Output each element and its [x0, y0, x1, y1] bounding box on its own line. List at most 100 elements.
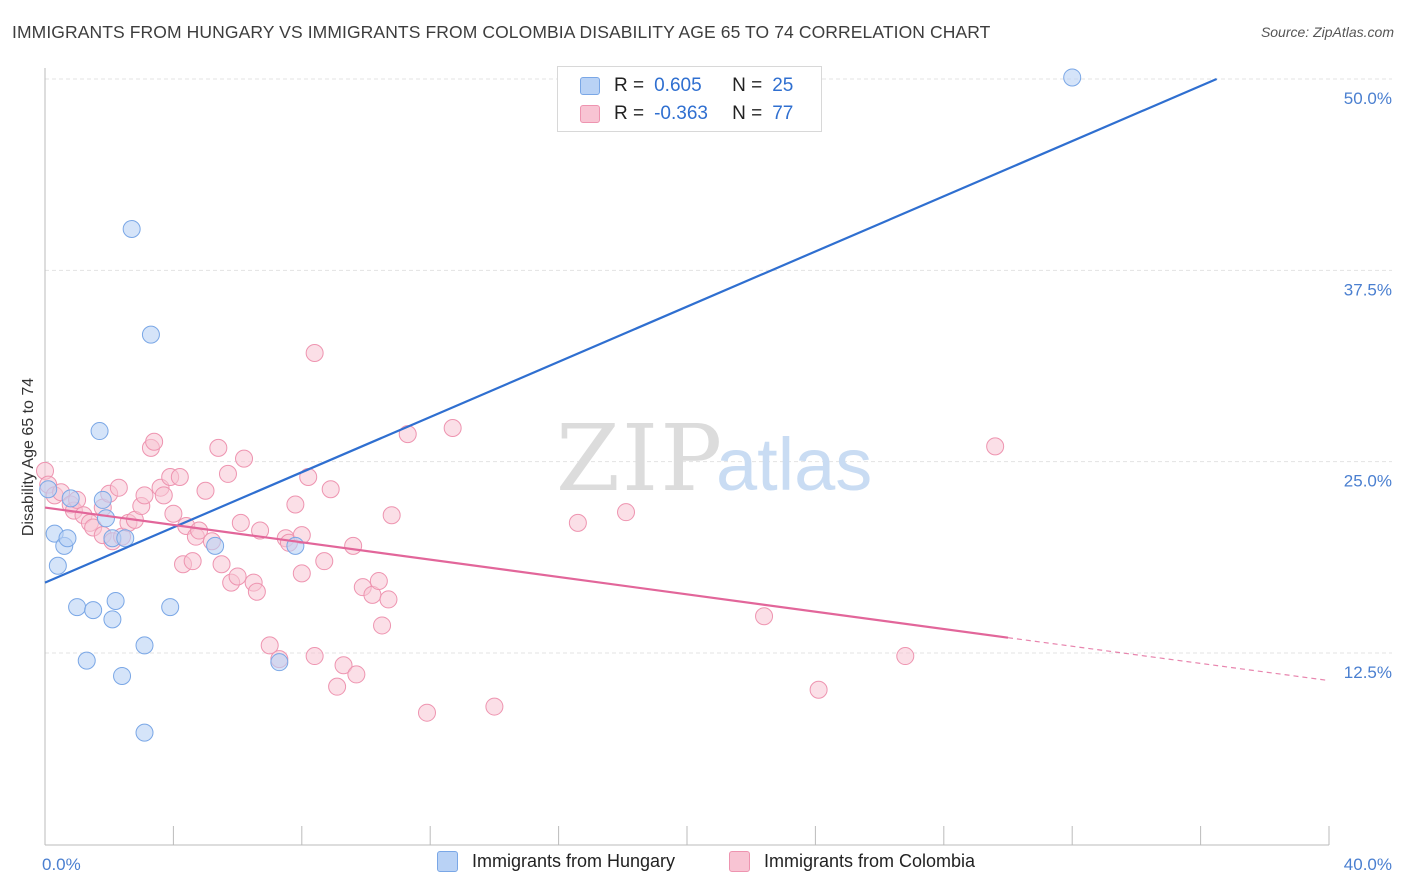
colombia-point [305, 647, 324, 666]
colombia-point [183, 552, 202, 571]
hungary-point [106, 591, 125, 610]
hungary-point [77, 651, 96, 670]
y-axis-label: Disability Age 65 to 74 [20, 378, 37, 536]
colombia-point [379, 590, 398, 609]
colombia-point [218, 464, 237, 483]
hungary-point [161, 598, 180, 617]
series-label-hungary: Immigrants from Hungary [472, 851, 676, 871]
colombia-point [344, 536, 363, 555]
correlation-legend: R = 0.605 N = 25 R = -0.363 N = 77 [557, 66, 822, 132]
legend-swatch-hungary [580, 77, 600, 95]
legend-n-value: 25 [772, 75, 794, 96]
legend-n-label: N = [732, 103, 763, 124]
hungary-point [68, 598, 87, 617]
hungary-point [58, 529, 77, 548]
colombia-point [286, 495, 305, 514]
x-tick-label: 0.0% [42, 855, 81, 874]
legend-n-value: 77 [772, 103, 794, 124]
legend-n-label: N = [732, 75, 763, 96]
colombia-trendline-extension [1007, 637, 1330, 682]
colombia-point [485, 697, 504, 716]
series-swatch-hungary [437, 851, 458, 872]
colombia-point [212, 555, 231, 574]
colombia-point [315, 552, 334, 571]
hungary-point [122, 220, 141, 239]
colombia-point [755, 607, 774, 626]
colombia-point [321, 480, 340, 499]
colombia-point [986, 437, 1005, 456]
hungary-points [39, 68, 1082, 742]
colombia-point [382, 506, 401, 525]
hungary-point [141, 325, 160, 344]
watermark-zip: ZIP [556, 405, 724, 512]
colombia-trendline [44, 506, 1009, 639]
watermark-atlas: atlas [716, 423, 872, 506]
colombia-point [369, 572, 388, 591]
series-label-colombia: Immigrants from Colombia [764, 851, 976, 871]
colombia-point [305, 343, 324, 362]
colombia-point [373, 616, 392, 635]
colombia-point [334, 656, 353, 675]
hungary-point [113, 666, 132, 685]
hungary-point [96, 509, 115, 528]
legend-row-colombia: R = -0.363 N = 77 [580, 101, 793, 127]
colombia-point [231, 513, 250, 532]
colombia-point [568, 513, 587, 532]
colombia-point [809, 680, 828, 699]
chart-title: IMMIGRANTS FROM HUNGARY VS IMMIGRANTS FR… [12, 22, 991, 42]
hungary-point [90, 422, 109, 441]
colombia-point [209, 438, 228, 457]
colombia-point [617, 503, 636, 522]
hungary-point [84, 601, 103, 620]
hungary-point [135, 636, 154, 655]
colombia-point [251, 521, 270, 540]
trendlines [44, 77, 1330, 682]
y-tick-label: 25.0% [1344, 472, 1392, 491]
colombia-point [228, 567, 247, 586]
series-swatch-colombia [729, 851, 750, 872]
hungary-trendline [44, 77, 1218, 584]
colombia-point [154, 486, 173, 505]
legend-swatch-colombia [580, 105, 600, 123]
colombia-point [347, 665, 366, 684]
hungary-point [270, 653, 289, 672]
hungary-point [1063, 68, 1082, 87]
gridlines [45, 78, 1392, 654]
legend-r-label: R = [614, 103, 645, 124]
hungary-point [135, 723, 154, 742]
hungary-point [61, 489, 80, 508]
colombia-point [164, 504, 183, 523]
hungary-point [103, 610, 122, 629]
hungary-point [206, 536, 225, 555]
series-legend-hungary[interactable]: Immigrants from Hungary [437, 851, 675, 872]
colombia-point [417, 703, 436, 722]
hungary-point [93, 490, 112, 509]
series-legend-colombia[interactable]: Immigrants from Colombia [729, 851, 975, 872]
axes [44, 68, 1330, 846]
hungary-point [116, 529, 135, 548]
hungary-point [48, 556, 67, 575]
legend-r-label: R = [614, 75, 645, 96]
legend-row-hungary: R = 0.605 N = 25 [580, 73, 793, 99]
y-tick-label: 37.5% [1344, 280, 1392, 299]
watermark: ZIP atlas [556, 405, 872, 512]
colombia-point [145, 432, 164, 451]
colombia-point [247, 582, 266, 601]
colombia-point [235, 449, 254, 468]
source-credit: Source: ZipAtlas.com [1260, 24, 1394, 40]
legend-r-value: -0.363 [654, 103, 708, 124]
colombia-point [260, 636, 279, 655]
hungary-point [39, 480, 58, 499]
x-tick-label: 40.0% [1344, 855, 1392, 874]
axis-labels: 12.5% 25.0% 37.5% 50.0% 0.0% 40.0% Disability … [20, 89, 1392, 874]
colombia-point [170, 467, 189, 486]
colombia-point [443, 418, 462, 437]
colombia-point [896, 647, 915, 666]
colombia-point [196, 481, 215, 500]
series-legend: Immigrants from Hungary Immigrants from … [0, 851, 1406, 879]
y-tick-label: 50.0% [1344, 89, 1392, 108]
y-tick-label: 12.5% [1344, 663, 1392, 682]
colombia-point [135, 486, 154, 505]
colombia-point [328, 677, 347, 696]
